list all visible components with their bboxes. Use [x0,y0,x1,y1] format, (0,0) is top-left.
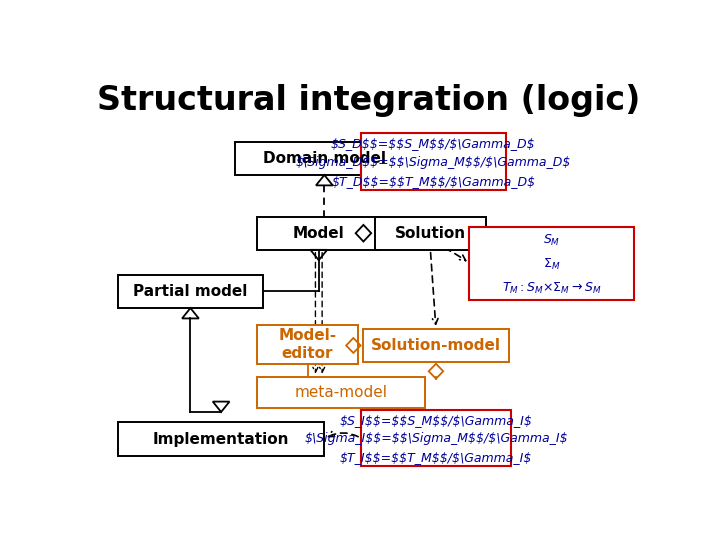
FancyBboxPatch shape [361,133,505,190]
Text: Solution-model: Solution-model [371,338,501,353]
Text: Model: Model [293,226,345,241]
Text: $T_M$$:$$S_M$$\times$$\Sigma_M$$\rightarrow$$S_M$: $T_M$$:$$S_M$$\times$$\Sigma_M$$\rightar… [502,281,601,296]
FancyBboxPatch shape [258,325,358,364]
Text: $T_I$$=$$T_M$$/$\Gamma_I$: $T_I$$=$$T_M$$/$\Gamma_I$ [340,451,532,464]
Text: $T_D$$=$$T_M$$/$\Gamma_D$: $T_D$$=$$T_M$$/$\Gamma_D$ [331,174,535,187]
FancyBboxPatch shape [364,329,508,362]
FancyBboxPatch shape [258,217,380,250]
FancyBboxPatch shape [118,422,324,456]
FancyBboxPatch shape [374,217,486,250]
FancyBboxPatch shape [361,410,511,466]
Text: Structural integration (logic): Structural integration (logic) [97,84,641,117]
Text: Solution: Solution [395,226,466,241]
Text: Domain model: Domain model [263,151,386,166]
Text: Model-
editor: Model- editor [279,328,337,361]
Text: $\Sigma_D$$=$$\Sigma_M$$/$\Gamma_D$: $\Sigma_D$$=$$\Sigma_M$$/$\Gamma_D$ [295,156,571,169]
Text: $S_I$$=$$S_M$$/$\Gamma_I$: $S_I$$=$$S_M$$/$\Gamma_I$ [340,414,532,427]
Text: Partial model: Partial model [133,284,248,299]
Text: meta-model: meta-model [294,384,387,400]
FancyBboxPatch shape [235,141,414,175]
Text: $S_D$$=$$S_M$$/$\Gamma_D$: $S_D$$=$$S_M$$/$\Gamma_D$ [331,137,536,150]
FancyBboxPatch shape [118,275,263,308]
FancyBboxPatch shape [258,377,425,408]
Text: Implementation: Implementation [153,431,289,447]
Text: $\Sigma_I$$=$$\Sigma_M$$/$\Gamma_I$: $\Sigma_I$$=$$\Sigma_M$$/$\Gamma_I$ [304,433,568,446]
FancyBboxPatch shape [469,227,634,300]
Text: $S_M$: $S_M$ [543,233,560,248]
Text: $\Sigma_M$: $\Sigma_M$ [543,257,560,272]
